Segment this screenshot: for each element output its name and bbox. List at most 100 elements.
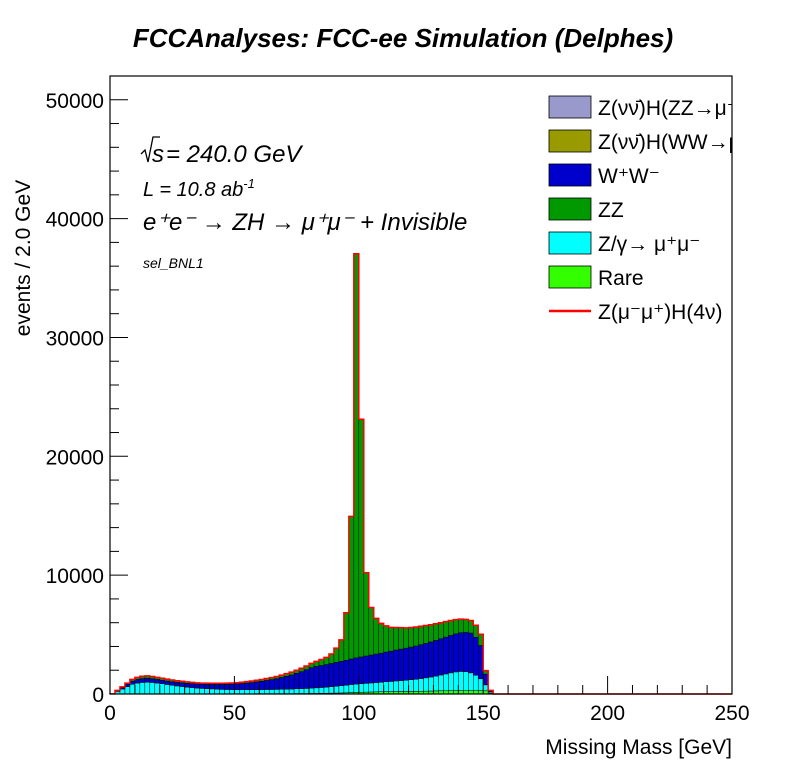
bar-z/gamma-bin-8 [149,682,156,694]
signal-line [109,253,732,695]
bar-zz-bin-71 [463,619,469,633]
bar-z/gamma-bin-57 [393,680,399,692]
bar-w+w--bin-51 [363,655,370,684]
bar-w+w--bin-31 [264,680,270,690]
bar-w+w--bin-46 [338,661,345,686]
bar-w+w--bin-55 [383,651,389,683]
bar-w+w--bin-64 [428,641,434,678]
bar-z/gamma-bin-6 [139,682,146,694]
bar-w+w--bin-8 [149,678,156,683]
bar-w+w--bin-36 [288,674,295,690]
bar-w+w--bin-65 [433,640,439,677]
bar-zz-bin-69 [453,619,459,635]
bar-z/gamma-bin-65 [433,675,439,692]
bar-z/gamma-bin-3 [124,686,131,694]
legend-entry-zz: ZZ [548,197,624,222]
bar-z/gamma-bin-45 [333,685,340,694]
bar-z/gamma-bin-20 [209,688,215,694]
x-tick-label-0: 0 [104,702,116,725]
x-tick-label-250: 250 [714,702,749,725]
y-tick-label-0: 0 [92,684,104,707]
bar-z/gamma-bin-44 [328,686,335,694]
bar-w+w--bin-15 [184,683,190,688]
bar-z/gamma-bin-23 [224,689,230,694]
chart-title: FCCAnalyses: FCC-ee Simulation (Delphes) [133,23,673,53]
bar-w+w--bin-56 [388,650,394,682]
bar-w+w--bin-53 [373,653,379,683]
bar-w+w--bin-49 [353,657,360,685]
bar-w+w--bin-20 [209,684,215,690]
bar-w+w--bin-61 [413,645,419,680]
selection-label: sel_BNL1 [143,255,204,271]
bar-z/gamma-bin-17 [194,687,200,694]
bar-z/gamma-bin-63 [423,677,429,692]
bar-z/gamma-bin-19 [204,688,210,694]
bar-w+w--bin-29 [254,681,260,690]
bar-w+w--bin-60 [408,646,414,680]
bar-w+w--bin-47 [343,659,350,686]
bar-w+w--bin-30 [259,681,265,690]
bar-z/gamma-bin-12 [169,684,175,694]
bar-w+w--bin-54 [378,652,384,683]
bar-z/gamma-bin-53 [373,682,379,693]
bar-z/gamma-bin-24 [229,689,235,694]
bar-w+w--bin-14 [179,682,185,687]
bar-w+w--bin-68 [448,635,454,674]
bar-z/gamma-bin-18 [199,688,205,694]
bar-w+w--bin-52 [368,654,374,684]
svg-text:Z(νν̄)H(WW→μ⁺νμ⁻ν̄): Z(νν̄)H(WW→μ⁺νμ⁻ν̄) [598,131,796,154]
stacked-bars [110,253,494,694]
bar-z/gamma-bin-52 [368,682,374,693]
bar-w+w--bin-59 [403,647,409,681]
energy-label: = 240.0 GeV [166,141,303,168]
bar-z/gamma-bin-15 [184,686,190,694]
bar-zz-bin-67 [443,621,449,638]
bar-zz-bin-54 [378,623,384,654]
bar-w+w--bin-12 [169,681,175,686]
bar-z/gamma-bin-67 [443,673,449,692]
bar-w+w--bin-28 [249,682,255,690]
bar-w+w--bin-18 [199,684,205,689]
bar-z/gamma-bin-31 [264,689,270,694]
bar-z/gamma-bin-50 [358,683,365,693]
bar-w+w--bin-45 [333,662,340,687]
bar-z/gamma-bin-28 [249,689,255,694]
bar-w+w--bin-39 [303,669,310,689]
legend-entry-zh-ww: Z(νν̄)H(WW→μ⁺νμ⁻ν̄) [548,129,796,154]
bar-zz-bin-68 [448,620,454,636]
x-axis-label: Missing Mass [GeV] [545,736,732,759]
bar-z/gamma-bin-22 [219,689,225,694]
bar-w+w--bin-71 [463,632,469,672]
bar-w+w--bin-11 [164,680,170,685]
bar-w+w--bin-25 [234,683,240,690]
bar-z/gamma-bin-25 [234,689,240,694]
bar-z/gamma-bin-10 [159,683,165,694]
bar-w+w--bin-44 [328,663,335,687]
bar-z/gamma-bin-54 [378,681,384,692]
svg-text:W⁺W⁻: W⁺W⁻ [598,165,660,188]
bar-w+w--bin-48 [348,658,355,685]
bar-zz-bin-63 [423,625,429,644]
bar-w+w--bin-73 [472,636,479,676]
x-tick-label-150: 150 [466,702,501,725]
legend-entry-w+w-: W⁺W⁻ [548,163,660,188]
bar-w+w--bin-72 [468,632,474,674]
svg-text:Rare: Rare [598,267,644,290]
bar-w+w--bin-58 [398,648,404,681]
bar-w+w--bin-67 [443,636,449,675]
x-tick-label-100: 100 [341,702,376,725]
bar-z/gamma-bin-42 [318,687,325,694]
bar-z/gamma-bin-64 [428,676,434,692]
bar-z/gamma-bin-33 [273,689,280,694]
bar-w+w--bin-43 [323,664,330,688]
y-tick-label-20000: 20000 [46,446,104,469]
bar-z/gamma-bin-41 [313,687,320,694]
bar-z/gamma-bin-27 [244,689,250,694]
bar-w+w--bin-38 [298,671,305,689]
legend-entry-zh-4nu: Z(μ⁻μ⁺)H(4ν) [549,301,723,324]
bar-w+w--bin-70 [458,632,464,672]
bar-w+w--bin-63 [423,643,429,679]
bar-w+w--bin-10 [159,679,165,684]
bar-w+w--bin-50 [358,656,365,684]
